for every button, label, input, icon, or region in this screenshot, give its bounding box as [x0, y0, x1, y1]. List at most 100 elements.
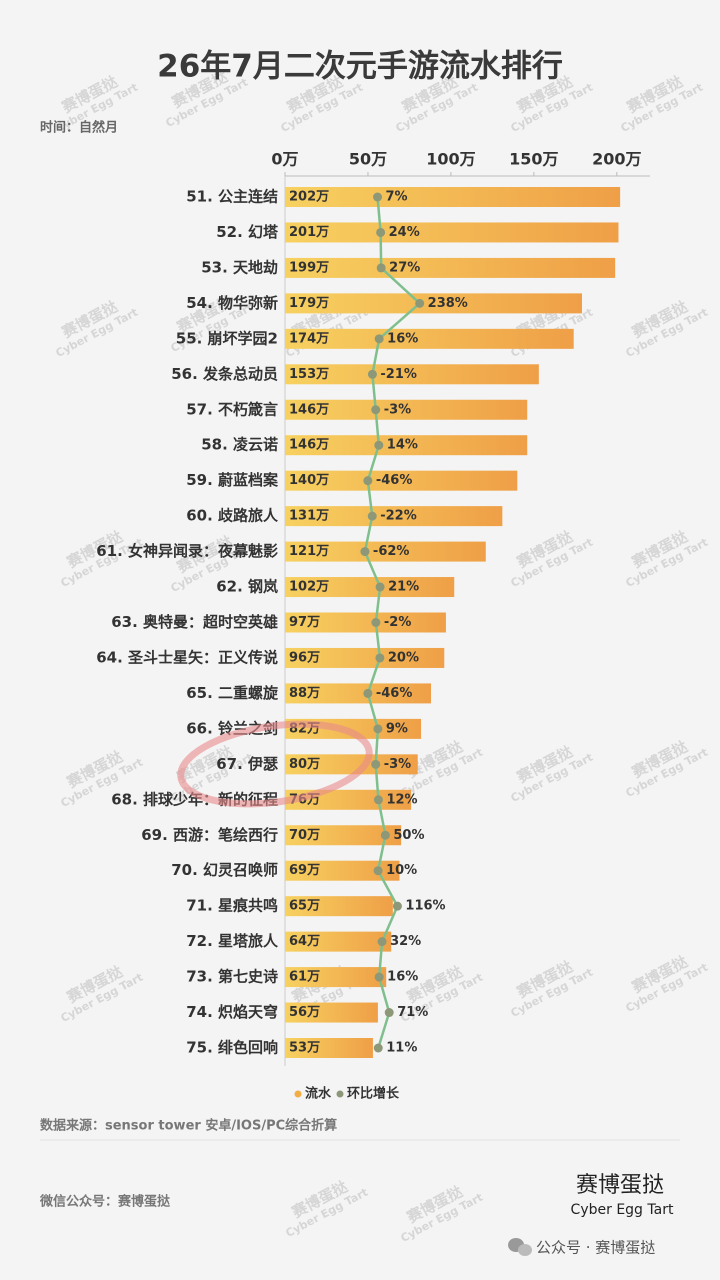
category-label: 59. 蔚蓝档案 [186, 471, 279, 489]
value-label: 88万 [289, 686, 320, 701]
growth-label: 32% [390, 934, 421, 949]
category-label: 57. 不朽箴言 [186, 400, 278, 418]
growth-dot [374, 440, 384, 450]
growth-dot [375, 582, 385, 592]
category-label: 64. 圣斗士星矢：正义传说 [96, 648, 278, 666]
growth-dot [376, 263, 386, 273]
x-tick-label: 50万 [349, 150, 387, 169]
growth-dot [380, 830, 390, 840]
growth-dot [415, 298, 425, 308]
growth-dot [392, 901, 402, 911]
growth-dot [373, 795, 383, 805]
value-label: 174万 [289, 331, 329, 346]
growth-label: -46% [376, 686, 413, 701]
category-label: 71. 星痕共鸣 [186, 897, 278, 915]
category-label: 69. 西游：笔绘西行 [141, 826, 278, 844]
growth-dot [374, 334, 384, 344]
category-label: 72. 星塔旅人 [186, 932, 279, 950]
bar [285, 506, 503, 527]
growth-label: -3% [384, 402, 411, 417]
value-label: 65万 [289, 899, 320, 914]
subtitle: 时间：自然月 [40, 120, 118, 136]
legend: 流水 环比增长 [294, 1086, 400, 1102]
value-label: 70万 [289, 828, 320, 843]
value-label: 146万 [289, 438, 329, 453]
growth-label: -46% [376, 473, 413, 488]
growth-dot [384, 1008, 394, 1018]
growth-dot [363, 688, 373, 698]
growth-label: 9% [386, 721, 408, 736]
category-label: 66. 铃兰之剑 [186, 719, 278, 737]
bar [285, 931, 392, 952]
bar [285, 612, 446, 633]
category-label: 62. 钢岚 [216, 578, 278, 596]
value-label: 96万 [289, 650, 320, 665]
bar [285, 1002, 378, 1023]
highlight-circle [177, 720, 373, 808]
category-label: 58. 凌云诺 [201, 436, 278, 454]
growth-label: 116% [405, 899, 445, 914]
brand: 赛博蛋挞 [576, 1173, 664, 1198]
bar [285, 364, 539, 385]
category-label: 75. 绯色回响 [186, 1039, 278, 1057]
growth-label: -62% [373, 544, 410, 559]
category-label: 67. 伊瑟 [216, 755, 278, 773]
bar [285, 754, 418, 775]
growth-dot [367, 511, 377, 521]
category-label: 55. 崩坏学园2 [176, 329, 278, 347]
value-label: 121万 [289, 544, 329, 559]
value-label: 201万 [289, 225, 329, 240]
growth-dot [374, 972, 384, 982]
bar [285, 1038, 373, 1058]
growth-label: 14% [387, 438, 418, 453]
x-tick-label: 0万 [271, 150, 298, 169]
x-tick-label: 100万 [426, 150, 475, 169]
bar [285, 257, 616, 278]
footer: 微信公众号：赛博蛋挞 [39, 1194, 171, 1210]
value-label: 131万 [289, 509, 329, 524]
growth-label: -22% [380, 509, 417, 524]
growth-label: -21% [380, 367, 417, 382]
value-label: 102万 [289, 580, 329, 595]
bar [285, 577, 455, 598]
bar [285, 187, 621, 207]
x-tick-label: 200万 [592, 150, 641, 169]
value-label: 202万 [289, 190, 329, 205]
category-label: 56. 发条总动员 [171, 365, 278, 383]
chart-title: 26年7月二次元手游流水排行 [157, 49, 563, 85]
bar [285, 683, 431, 704]
growth-label: 27% [389, 260, 420, 275]
value-label: 97万 [289, 615, 320, 630]
category-label: 65. 二重螺旋 [186, 684, 279, 702]
bar [285, 647, 445, 668]
category-label: 52. 幻塔 [216, 223, 279, 241]
growth-label: 16% [387, 970, 418, 985]
growth-dot [371, 618, 381, 627]
value-label: 140万 [289, 473, 329, 488]
wechat-icon [508, 1238, 532, 1256]
category-label: 54. 物华弥新 [186, 294, 278, 312]
category-label: 51. 公主连结 [186, 188, 278, 206]
bar [285, 435, 528, 456]
bar [285, 541, 486, 562]
value-label: 56万 [289, 1005, 320, 1020]
growth-dot [367, 369, 377, 379]
value-label: 64万 [289, 934, 320, 949]
category-label: 60. 歧路旅人 [186, 507, 279, 525]
growth-label: 11% [386, 1041, 417, 1056]
value-label: 199万 [289, 260, 329, 275]
value-label: 146万 [289, 402, 329, 417]
x-tick-label: 150万 [509, 150, 558, 169]
bar [285, 825, 402, 846]
growth-dot [377, 937, 387, 947]
bar [285, 399, 528, 420]
value-label: 61万 [289, 970, 320, 985]
growth-dot [363, 476, 373, 486]
